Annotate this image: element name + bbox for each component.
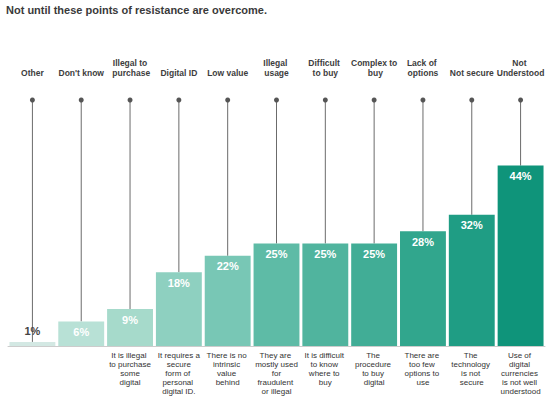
svg-text:They are: They are xyxy=(260,351,294,360)
svg-text:personal: personal xyxy=(162,378,195,387)
svg-text:1%: 1% xyxy=(24,325,40,337)
svg-text:Digital ID: Digital ID xyxy=(160,68,197,78)
svg-text:options to: options to xyxy=(404,369,441,378)
svg-text:usage: usage xyxy=(264,68,289,78)
svg-text:25%: 25% xyxy=(363,248,385,260)
svg-text:buy: buy xyxy=(365,68,383,78)
svg-text:There are: There are xyxy=(405,351,442,360)
svg-text:options: options xyxy=(408,68,439,78)
svg-text:Low value: Low value xyxy=(207,68,248,78)
svg-text:Complex to: Complex to xyxy=(351,58,397,68)
svg-text:9%: 9% xyxy=(122,314,138,326)
svg-text:to buy: to buy xyxy=(362,369,386,378)
svg-text:digital: digital xyxy=(509,360,532,369)
svg-text:is not: is not xyxy=(461,369,482,378)
svg-text:for: for xyxy=(270,369,284,378)
svg-text:The: The xyxy=(366,351,382,360)
svg-text:value: value xyxy=(217,369,238,378)
svg-text:Not secure: Not secure xyxy=(450,68,494,78)
svg-text:where to: where to xyxy=(308,369,342,378)
svg-text:Illegal: Illegal xyxy=(263,58,289,68)
svg-text:There is no: There is no xyxy=(207,351,249,360)
svg-text:25%: 25% xyxy=(265,248,287,260)
svg-text:It is difficult: It is difficult xyxy=(304,351,346,360)
svg-text:or illegal: or illegal xyxy=(262,387,292,396)
svg-text:secure: secure xyxy=(165,360,193,369)
html-text:Not until these points of resi: Not until these points of resistance are… xyxy=(6,4,267,16)
svg-text:The: The xyxy=(464,351,480,360)
svg-text:digital: digital xyxy=(120,378,141,387)
svg-text:Understood: Understood xyxy=(497,68,545,78)
svg-text:understood: understood xyxy=(501,387,541,396)
svg-text:It is illegal: It is illegal xyxy=(111,351,148,360)
svg-text:secure: secure xyxy=(460,378,485,387)
svg-text:6%: 6% xyxy=(73,326,89,338)
svg-text:currencies: currencies xyxy=(501,369,540,378)
svg-text:to purchase: to purchase xyxy=(109,360,151,369)
svg-text:too few: too few xyxy=(409,360,437,369)
svg-text:Don't know: Don't know xyxy=(58,68,104,78)
svg-text:is not well: is not well xyxy=(502,378,539,387)
svg-text:buy: buy xyxy=(319,378,332,387)
svg-text:use: use xyxy=(417,378,430,387)
svg-text:technology: technology xyxy=(451,360,492,369)
svg-text:to buy: to buy xyxy=(313,68,339,78)
svg-text:18%: 18% xyxy=(168,277,190,289)
svg-text:28%: 28% xyxy=(412,236,434,248)
svg-text:mostly used: mostly used xyxy=(255,360,298,369)
svg-text:Not: Not xyxy=(512,58,529,68)
svg-text:digital ID.: digital ID. xyxy=(162,387,195,396)
svg-text:fraudulent: fraudulent xyxy=(258,378,296,387)
svg-text:form of: form of xyxy=(165,369,192,378)
svg-text:Other: Other xyxy=(21,68,44,78)
svg-text:behind: behind xyxy=(216,378,240,387)
svg-text:procedure: procedure xyxy=(355,360,393,369)
svg-text:purchase: purchase xyxy=(110,68,150,78)
svg-text:Difficult: Difficult xyxy=(308,58,342,68)
svg-text:to know: to know xyxy=(310,360,340,369)
svg-text:32%: 32% xyxy=(461,219,483,231)
svg-text:digital: digital xyxy=(364,378,385,387)
svg-text:intrinsic: intrinsic xyxy=(213,360,242,369)
svg-text:44%: 44% xyxy=(510,170,532,182)
svg-text:Illegal to: Illegal to xyxy=(113,58,147,68)
svg-text:Use of: Use of xyxy=(508,351,533,360)
svg-text:Lack of: Lack of xyxy=(407,58,439,68)
svg-text:25%: 25% xyxy=(314,248,336,260)
svg-text:some: some xyxy=(118,369,142,378)
svg-text:22%: 22% xyxy=(217,260,239,272)
svg-text:It requires a: It requires a xyxy=(158,351,201,360)
